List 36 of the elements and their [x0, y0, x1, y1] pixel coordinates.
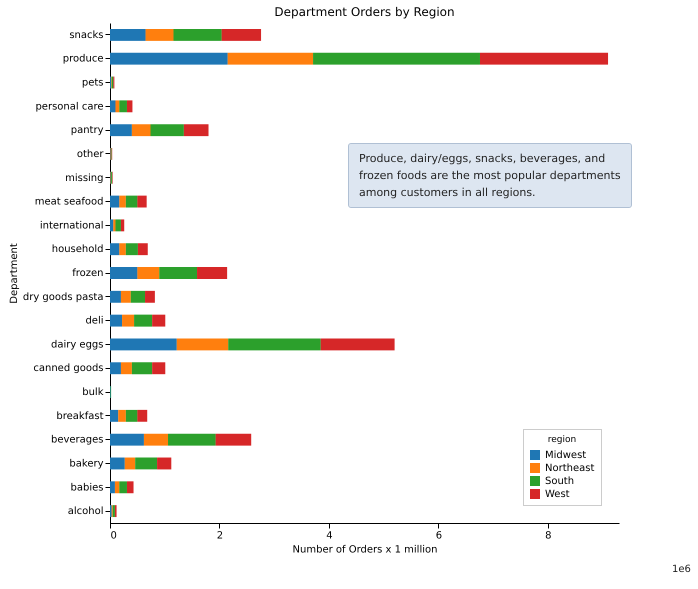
- y-tick-label: beverages: [50, 434, 104, 446]
- x-tick-label: 0: [110, 530, 117, 542]
- y-tick-label: personal care: [35, 101, 104, 112]
- text: 1e6: [672, 564, 691, 575]
- y-tick-label: international: [40, 220, 104, 232]
- y-tick-label: bakery: [69, 458, 104, 470]
- y-tick-label: meat seafood: [34, 196, 104, 208]
- x-axis-title: Number of Orders x 1 million: [292, 544, 438, 556]
- y-tick-label: other: [76, 148, 104, 160]
- y-tick-label: pets: [82, 78, 104, 89]
- y-tick-label: babies: [70, 482, 104, 494]
- chart-title: Department Orders by Region: [274, 5, 455, 19]
- note-box: Produce, dairy/eggs, snacks, beverages, and frozen foods are the most popular departments among customers in all regions.: [348, 143, 632, 208]
- y-tick-label: produce: [62, 54, 104, 65]
- y-tick-label: pantry: [70, 125, 104, 136]
- y-tick-label: frozen: [72, 268, 104, 279]
- y-tick-label: missing: [65, 172, 104, 184]
- y-tick-label: bulk: [82, 387, 104, 398]
- legend-label: South: [545, 476, 574, 487]
- x-tick-label: 8: [545, 530, 552, 542]
- y-tick-label: alcohol: [68, 506, 104, 518]
- y-tick-label: dry goods pasta: [22, 292, 104, 303]
- y-tick-label: breakfast: [56, 410, 104, 422]
- y-tick-label: snacks: [69, 30, 104, 41]
- legend-title: region: [548, 435, 576, 445]
- y-tick-label: household: [52, 244, 104, 256]
- y-tick-label: canned goods: [33, 363, 104, 374]
- x-tick-label: 2: [216, 530, 224, 542]
- legend-label: Northeast: [545, 463, 594, 474]
- y-tick-label: dairy eggs: [50, 339, 104, 350]
- x-tick-label: 6: [436, 530, 442, 542]
- legend-label: Midwest: [545, 450, 586, 461]
- y-axis-title: Department: [8, 243, 20, 304]
- x-tick-label: 4: [326, 530, 333, 542]
- y-tick-label: deli: [85, 316, 104, 327]
- legend-label: West: [545, 489, 570, 500]
